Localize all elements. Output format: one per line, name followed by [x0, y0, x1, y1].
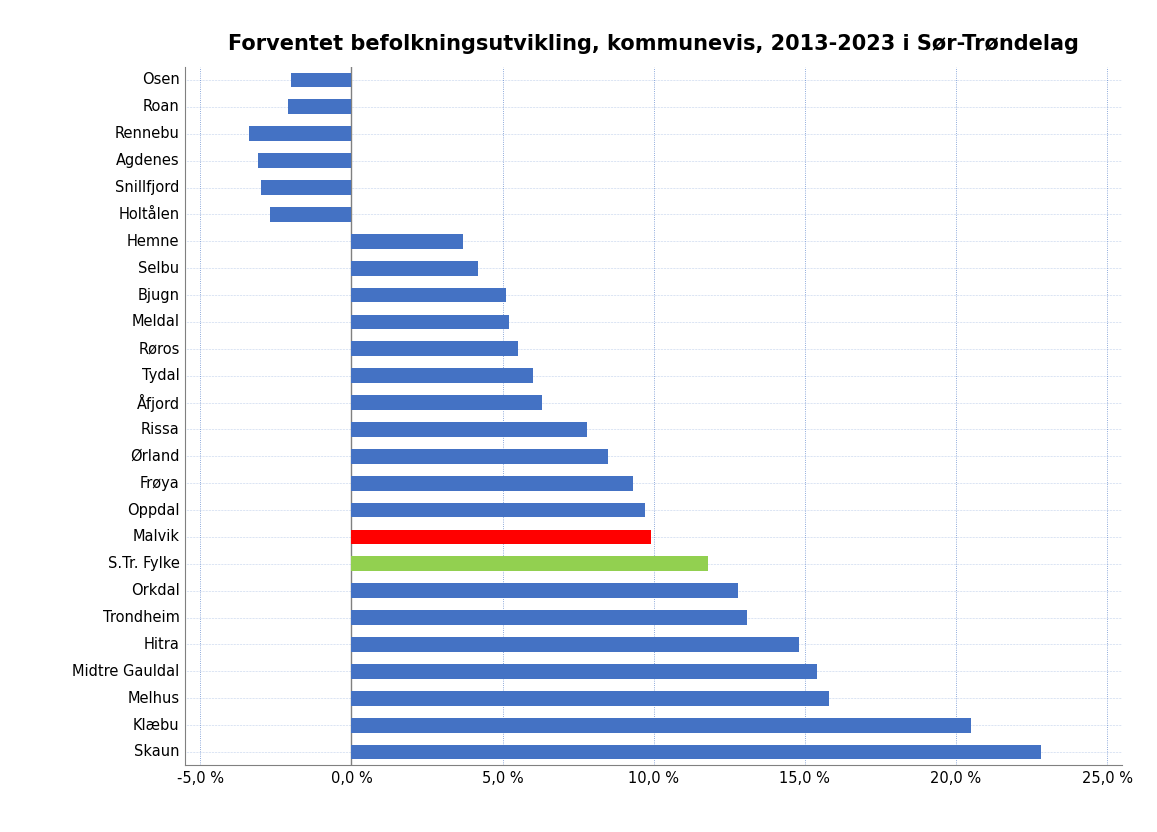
Bar [352, 529, 650, 544]
Title: Forventet befolkningsutvikling, kommunevis, 2013-2023 i Sør-Trøndelag: Forventet befolkningsutvikling, kommunev… [228, 34, 1079, 54]
Bar [352, 341, 517, 356]
Bar [258, 153, 352, 168]
Bar [352, 395, 541, 410]
Bar [352, 260, 478, 275]
Bar [352, 288, 506, 302]
Bar [352, 637, 798, 652]
Bar [352, 234, 463, 249]
Bar [288, 100, 352, 114]
Bar [352, 369, 532, 383]
Bar [290, 72, 352, 87]
Bar [270, 207, 352, 222]
Bar [352, 745, 1040, 760]
Bar [352, 583, 738, 598]
Bar [352, 449, 609, 463]
Bar [249, 126, 352, 141]
Bar [352, 691, 830, 706]
Bar [260, 180, 352, 195]
Bar [352, 314, 509, 329]
Bar [352, 610, 747, 625]
Bar [352, 422, 588, 437]
Bar [352, 476, 633, 491]
Bar [352, 557, 708, 572]
Bar [352, 503, 644, 518]
Bar [352, 718, 971, 732]
Bar [352, 664, 817, 679]
